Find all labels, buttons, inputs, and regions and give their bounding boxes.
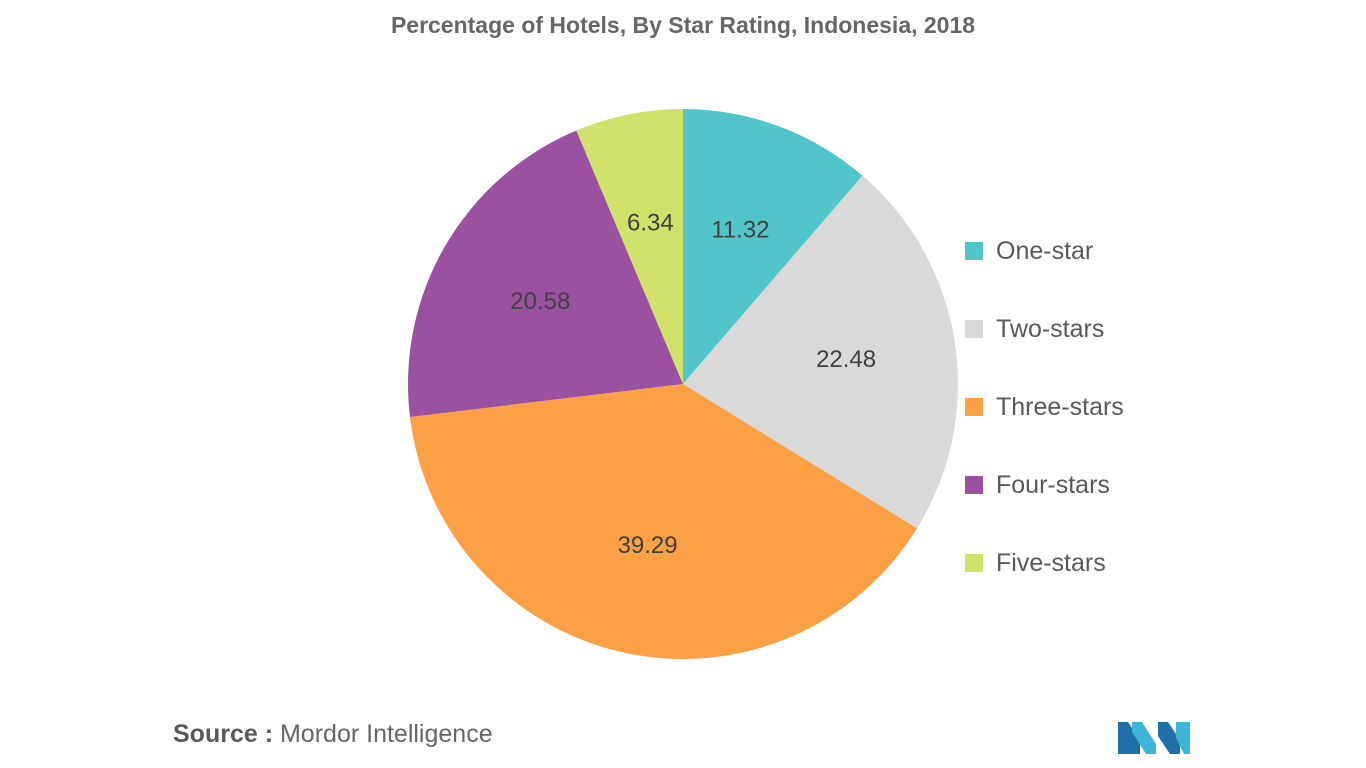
legend: One-star Two-stars Three-stars Four-star… (965, 212, 1124, 602)
legend-swatch (965, 554, 983, 572)
pie-slice-label: 39.29 (618, 532, 678, 559)
legend-item-four-stars: Four-stars (965, 446, 1124, 524)
legend-label: Five-stars (996, 548, 1106, 577)
pie-slice-label: 6.34 (627, 209, 674, 236)
legend-label: Two-stars (996, 314, 1105, 343)
pie-slice-four-stars (407, 130, 683, 418)
legend-item-two-stars: Two-stars (965, 290, 1124, 368)
source-note: Source : Mordor Intelligence (173, 720, 493, 749)
legend-swatch (965, 320, 983, 338)
legend-label: Four-stars (996, 470, 1110, 499)
pie-slice-label: 11.32 (711, 216, 769, 243)
pie-slice-one-star (683, 109, 863, 384)
chart-title: Percentage of Hotels, By Star Rating, In… (390, 12, 976, 38)
pie-slice-five-stars (576, 109, 683, 384)
mordor-intelligence-logo-icon (1118, 722, 1190, 754)
pie-slice-label: 22.48 (816, 346, 876, 373)
legend-label: Three-stars (996, 392, 1124, 421)
pie-slice-labels: 11.32 22.48 39.29 20.58 6.34 (510, 209, 876, 559)
legend-swatch (965, 476, 983, 494)
legend-swatch (965, 398, 983, 416)
pie-slice-label: 20.58 (510, 288, 570, 315)
legend-label: One-star (996, 236, 1094, 265)
pie-slices (407, 109, 958, 659)
pie-slice-two-stars (683, 175, 958, 529)
legend-swatch (965, 242, 983, 260)
legend-item-three-stars: Three-stars (965, 368, 1124, 446)
pie-slice-three-stars (409, 384, 918, 659)
legend-item-five-stars: Five-stars (965, 524, 1124, 602)
legend-item-one-star: One-star (965, 212, 1124, 290)
source-text: Mordor Intelligence (279, 720, 493, 748)
source-prefix: Source : (173, 720, 274, 748)
